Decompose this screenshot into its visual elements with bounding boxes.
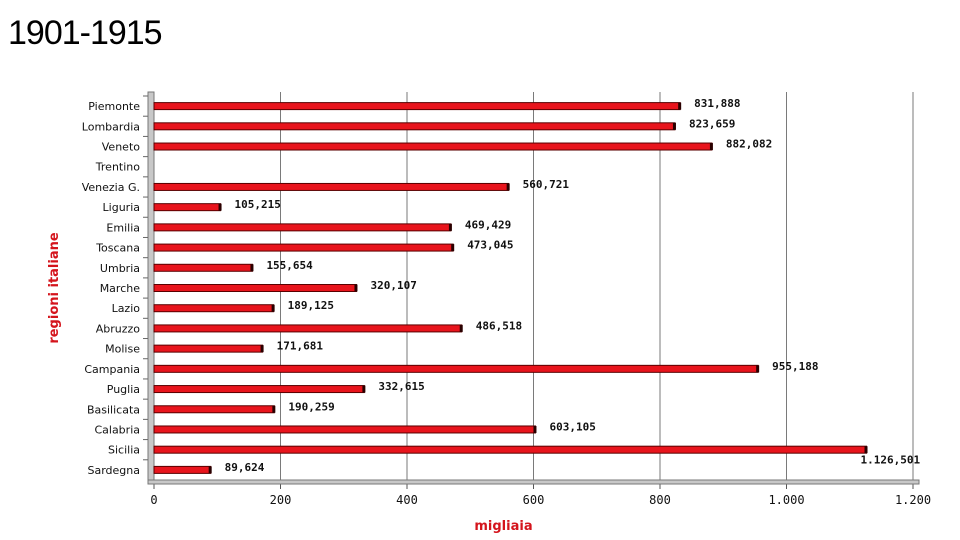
data-label: 955,188: [772, 360, 818, 373]
category-label: Lombardia: [82, 120, 140, 133]
category-label: Lazio: [112, 302, 141, 315]
bars: [153, 102, 868, 474]
data-label: 189,125: [288, 299, 334, 312]
bar-end-cap: [218, 203, 222, 211]
bar-end-cap: [354, 284, 358, 292]
bar: [153, 364, 759, 373]
axis-wall: [147, 91, 155, 481]
data-label: 155,654: [266, 259, 313, 272]
y-axis-label: regioni italiane: [47, 232, 62, 344]
category-label: Trentino: [95, 161, 140, 174]
bar-end-cap: [451, 244, 455, 252]
bar: [153, 405, 275, 414]
x-tick-label: 1.200: [895, 493, 931, 507]
category-label: Calabria: [94, 423, 140, 436]
bar-end-cap: [271, 304, 275, 312]
data-labels: 831,888 823,659 882,082 560,721 105,215 469,4…: [225, 97, 921, 474]
category-label: Umbria: [100, 262, 140, 275]
bar: [153, 203, 222, 212]
bar-end-cap: [272, 405, 276, 413]
category-label: Toscana: [95, 242, 140, 255]
category-label: Sardegna: [88, 464, 141, 477]
data-label: 332,615: [378, 380, 424, 393]
bar: [153, 304, 275, 313]
data-label: 320,107: [370, 279, 416, 292]
category-label: Sicilia: [108, 444, 140, 457]
bar: [153, 465, 212, 474]
data-label: 473,045: [467, 239, 513, 252]
category-label: Puglia: [107, 383, 140, 396]
bar-end-cap: [459, 324, 463, 332]
bar-end-cap: [250, 264, 254, 272]
x-tick-label: 800: [649, 493, 671, 507]
bar-end-cap: [672, 122, 676, 130]
bar-end-cap: [448, 223, 452, 231]
bar: [153, 344, 264, 353]
category-label: Liguria: [103, 201, 140, 214]
bar: [153, 182, 510, 191]
category-label: Basilicata: [87, 403, 140, 416]
x-tick-label: 1.000: [768, 493, 804, 507]
x-tick-label: 0: [150, 493, 157, 507]
bar: [153, 385, 365, 394]
data-label: 190,259: [288, 400, 334, 413]
category-label: Piemonte: [88, 100, 140, 113]
data-label: 89,624: [225, 461, 265, 474]
category-label: Venezia G.: [82, 181, 140, 194]
category-label: Veneto: [102, 141, 140, 154]
bar: [153, 223, 452, 232]
bar: [153, 324, 463, 333]
data-label: 1.126,501: [861, 454, 921, 467]
category-label: Marche: [100, 282, 141, 295]
bar-end-cap: [362, 385, 366, 393]
category-label: Molise: [105, 343, 140, 356]
category-label: Emilia: [106, 221, 140, 234]
bar-end-cap: [533, 425, 537, 433]
data-label: 831,888: [694, 97, 740, 110]
data-label: 882,082: [726, 138, 772, 151]
bar-end-cap: [678, 102, 682, 110]
x-tick-labels: 0 200 400 600 800 1.000 1.200: [150, 493, 931, 507]
bar: [153, 102, 681, 111]
bar-end-cap: [208, 466, 212, 474]
data-label: 171,681: [277, 340, 324, 353]
bar: [153, 263, 253, 272]
data-label: 486,518: [476, 319, 522, 332]
bar: [153, 243, 454, 252]
bar: [153, 284, 357, 292]
data-label: 823,659: [689, 117, 735, 130]
category-labels: Piemonte Lombardia Veneto Trentino Venezia G…: [82, 95, 148, 477]
category-label: Campania: [84, 363, 140, 376]
data-label: 603,105: [549, 420, 595, 433]
x-axis-label: migliaia: [474, 519, 532, 534]
bar-end-cap: [260, 345, 264, 353]
x-tick-label: 400: [396, 493, 418, 507]
bar-end-cap: [506, 183, 510, 191]
data-label: 560,721: [523, 178, 570, 191]
bar: [153, 445, 868, 454]
x-tick-label: 600: [523, 493, 545, 507]
x-tick-label: 200: [270, 493, 292, 507]
bar: [153, 425, 536, 434]
bar: [153, 142, 713, 151]
slide-title: 1901-1915: [8, 14, 163, 52]
bar-end-cap: [709, 143, 713, 151]
bar: [153, 122, 676, 131]
axis-floor: [147, 479, 920, 485]
category-label: Abruzzo: [96, 322, 141, 335]
data-label: 469,429: [465, 218, 511, 231]
bar-end-cap: [864, 446, 868, 454]
bar-end-cap: [756, 365, 760, 373]
data-label: 105,215: [235, 198, 281, 211]
